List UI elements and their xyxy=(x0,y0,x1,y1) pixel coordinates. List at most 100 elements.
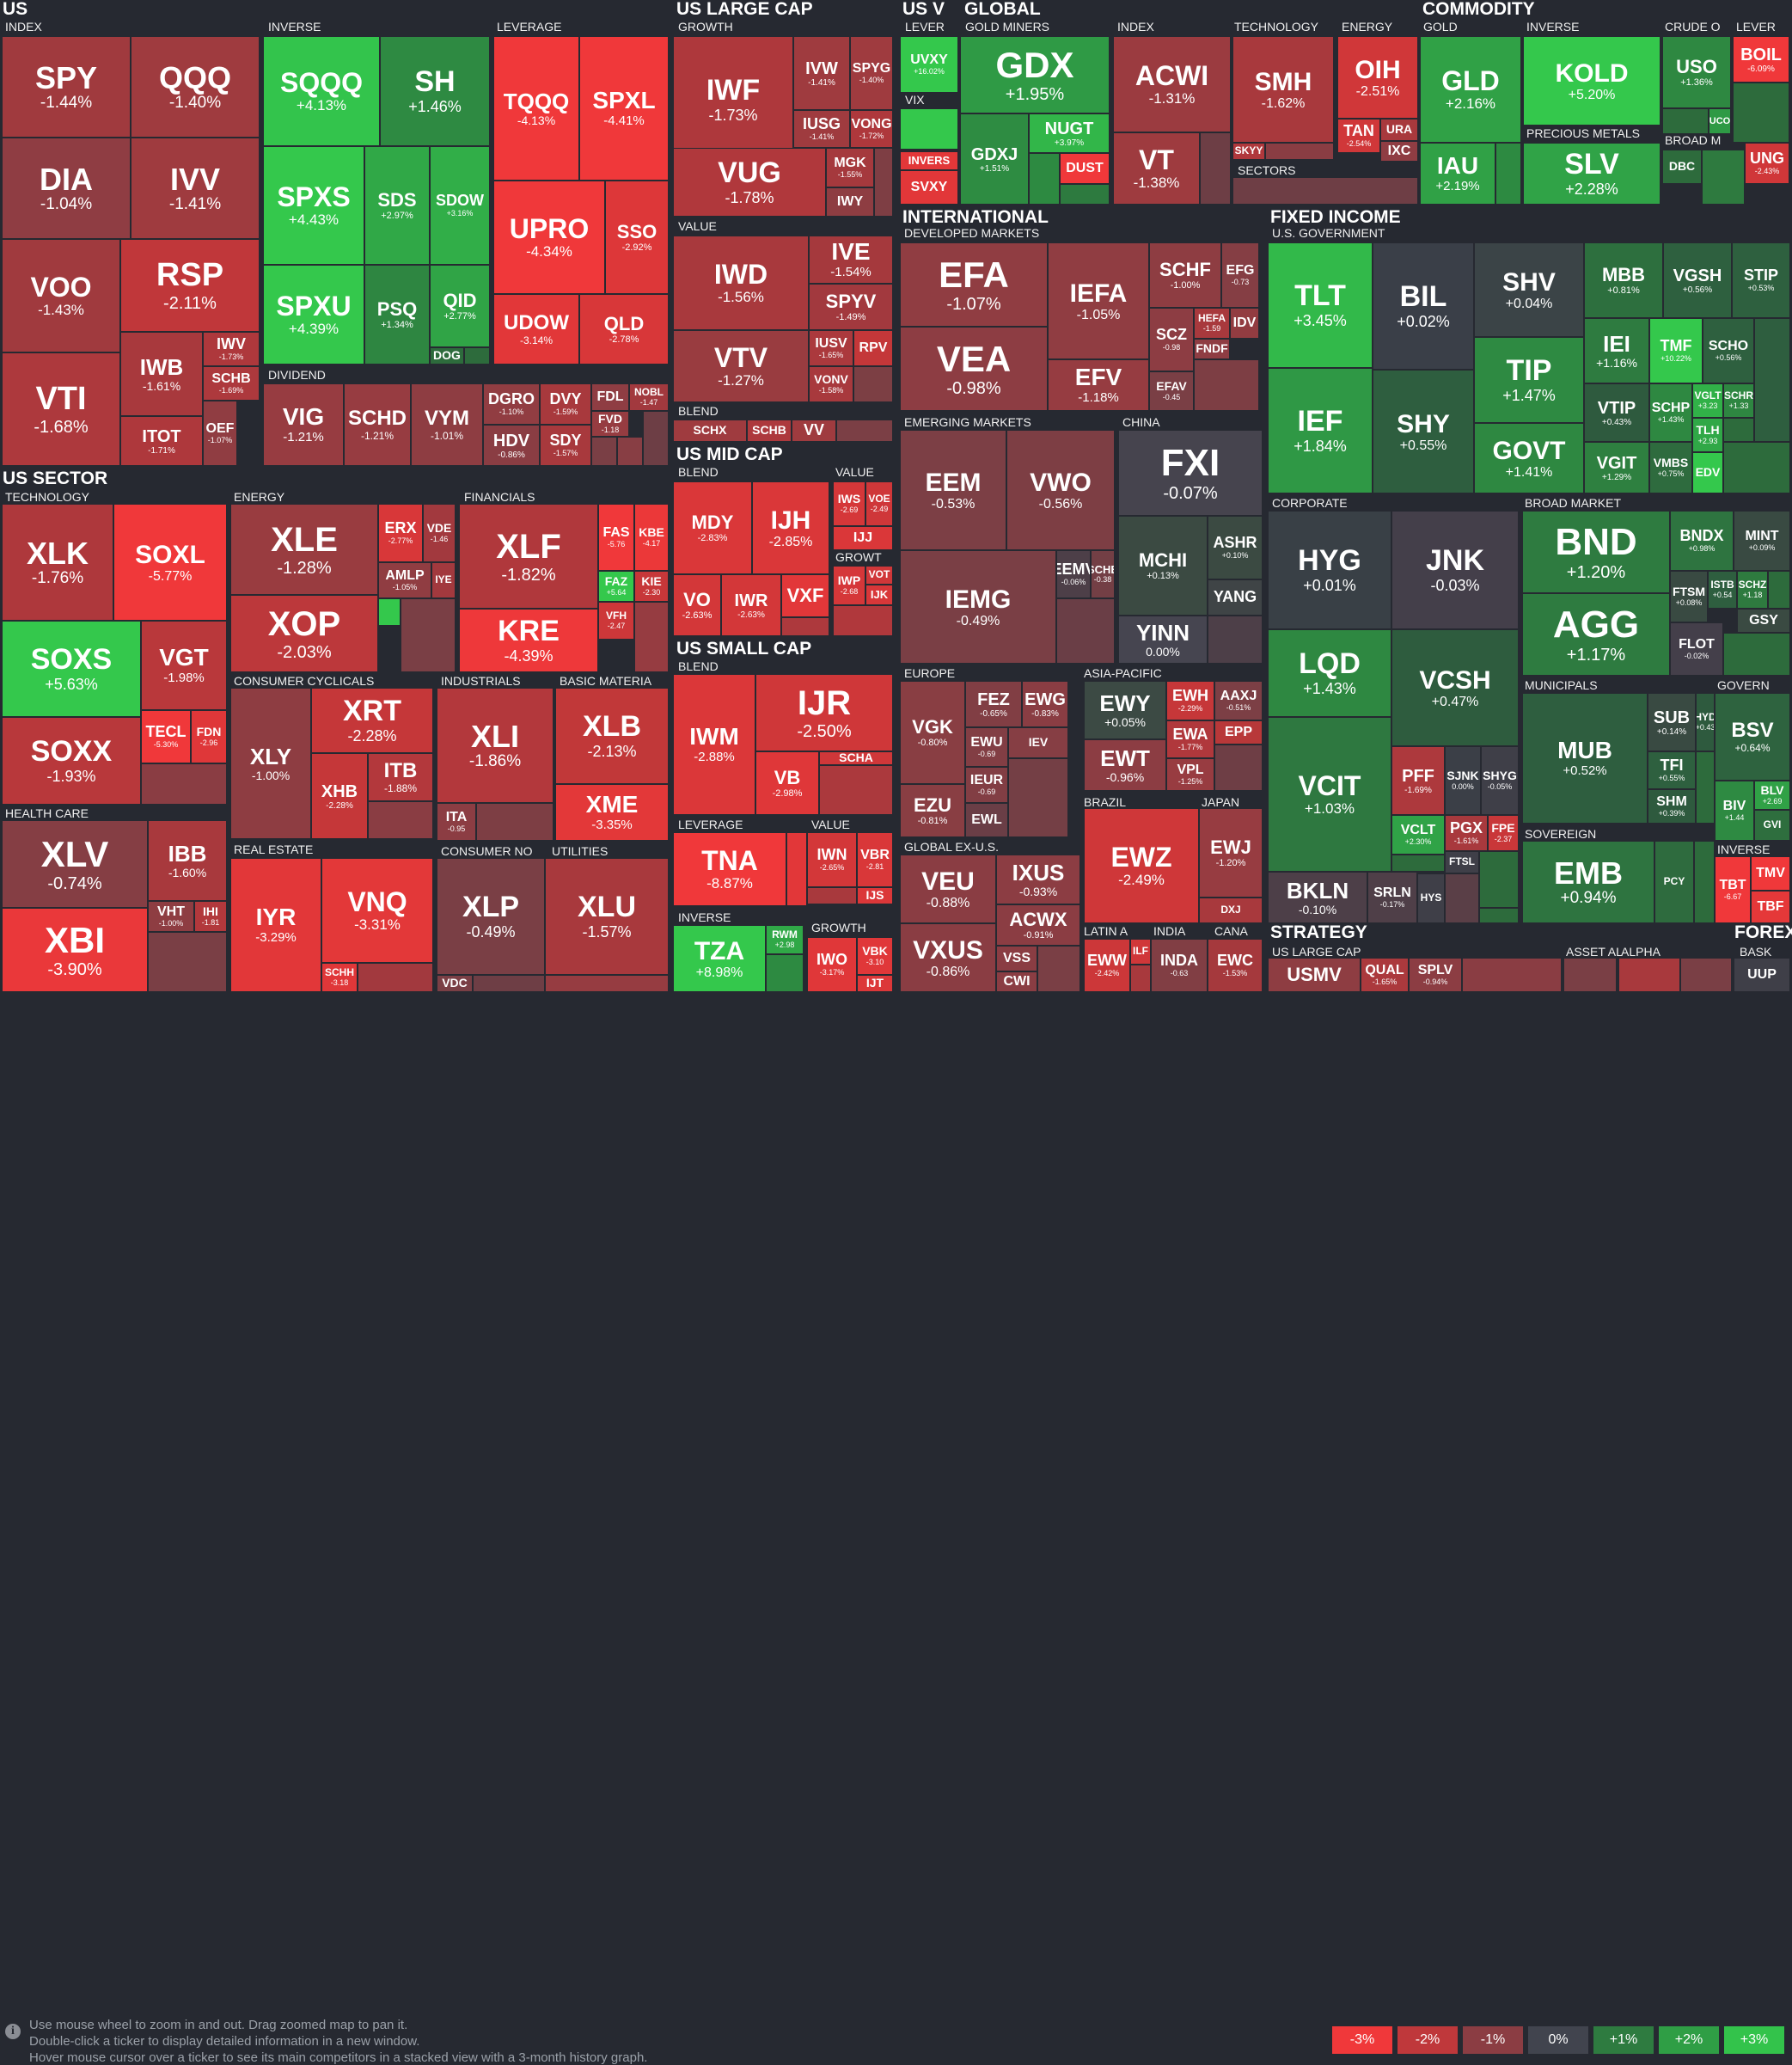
tile-rsp[interactable]: RSP -2.11% xyxy=(120,239,260,332)
tile-scz[interactable]: SCZ -0.98 xyxy=(1149,308,1194,371)
tile-ftsl[interactable]: FTSL xyxy=(1445,851,1479,873)
tile-yang[interactable]: YANG xyxy=(1208,579,1263,616)
tile-unlabeled[interactable] xyxy=(1694,841,1715,923)
tile-vti[interactable]: VTI -1.68% xyxy=(2,352,120,466)
tile-iwd[interactable]: IWD -1.56% xyxy=(673,236,809,330)
tile-unlabeled[interactable] xyxy=(1208,616,1263,664)
tile-sdy[interactable]: SDY -1.57% xyxy=(540,425,591,466)
tile-eemv[interactable]: EEMV-0.06% xyxy=(1056,550,1091,598)
tile-flot[interactable]: FLOT -0.02% xyxy=(1670,622,1723,676)
tile-iwr[interactable]: IWR -2.63% xyxy=(721,574,781,636)
tile-spxu[interactable]: SPXU +4.39% xyxy=(263,265,364,365)
tile-tza[interactable]: TZA +8.98% xyxy=(673,925,766,992)
tile-unlabeled[interactable] xyxy=(1696,751,1715,824)
tile-emb[interactable]: EMB +0.94% xyxy=(1522,841,1654,923)
tile-ibb[interactable]: IBB -1.60% xyxy=(148,820,227,901)
tile-dgro[interactable]: DGRO -1.10% xyxy=(483,383,540,425)
tile-unlabeled[interactable] xyxy=(1037,946,1080,992)
tile-iyr[interactable]: IYR -3.29% xyxy=(230,858,321,992)
tile-dog[interactable]: DOG xyxy=(430,347,464,365)
tile-iwm[interactable]: IWM -2.88% xyxy=(673,674,755,815)
tile-schx[interactable]: SCHX xyxy=(673,420,747,442)
tile-vclt[interactable]: VCLT +2.30% xyxy=(1391,815,1445,855)
tile-schb[interactable]: SCHB xyxy=(747,420,792,442)
tile-unlabeled[interactable] xyxy=(1680,958,1732,992)
tile-xle[interactable]: XLE -1.28% xyxy=(230,504,378,595)
tile-epp[interactable]: EPP xyxy=(1214,720,1263,745)
tile-istb[interactable]: ISTB +0.54 xyxy=(1708,571,1737,609)
tile-mint[interactable]: MINT +0.09% xyxy=(1734,511,1790,571)
tile-unlabeled[interactable] xyxy=(643,411,669,466)
tile-unlabeled[interactable] xyxy=(836,420,893,442)
tile-iwo[interactable]: IWO -3.17% xyxy=(807,937,857,992)
tile-unlabeled[interactable] xyxy=(1563,958,1617,992)
tile-fdl[interactable]: FDL xyxy=(591,383,629,411)
tile-xlb[interactable]: XLB -2.13% xyxy=(555,688,669,784)
tile-tlt[interactable]: TLT +3.45% xyxy=(1268,242,1373,368)
tile-ief[interactable]: IEF +1.84% xyxy=(1268,368,1373,493)
tile-scha[interactable]: SCHA xyxy=(819,751,893,765)
tile-shm[interactable]: SHM +0.39% xyxy=(1648,789,1696,824)
tile-unlabeled[interactable] xyxy=(1445,873,1479,923)
tile-rwm[interactable]: RWM +2.98 xyxy=(766,925,804,954)
tile-boil[interactable]: BOIL -6.09% xyxy=(1733,36,1789,83)
tile-unlabeled[interactable] xyxy=(1130,965,1151,992)
tile-kbe[interactable]: KBE -4.17 xyxy=(634,504,669,571)
tile-xbi[interactable]: XBI -3.90% xyxy=(2,908,148,992)
tile-erx[interactable]: ERX -2.77% xyxy=(378,504,423,562)
tile-xlk[interactable]: XLK -1.76% xyxy=(2,504,113,621)
tile-shy[interactable]: SHY +0.55% xyxy=(1373,370,1474,493)
tile-iwv[interactable]: IWV -1.73% xyxy=(203,332,260,366)
tile-ewl[interactable]: EWL xyxy=(965,803,1008,837)
tile-unlabeled[interactable] xyxy=(1754,318,1790,442)
tile-sh[interactable]: SH +1.46% xyxy=(380,36,490,146)
tile-iwb[interactable]: IWB -1.61% xyxy=(120,332,203,416)
tile-tmv[interactable]: TMV xyxy=(1751,856,1790,891)
tile-iwn[interactable]: IWN -2.65% xyxy=(807,832,857,887)
tile-xme[interactable]: XME -3.35% xyxy=(555,784,669,841)
tile-ieur[interactable]: IEUR -0.69 xyxy=(965,767,1008,803)
tile-iev[interactable]: IEV xyxy=(1008,727,1068,758)
tile-ijj[interactable]: IJJ xyxy=(833,526,893,550)
tile-ewh[interactable]: EWH -2.29% xyxy=(1166,681,1214,720)
tile-xlu[interactable]: XLU -1.57% xyxy=(545,858,669,975)
tile-ixc[interactable]: IXC xyxy=(1380,141,1418,162)
tile-hyd[interactable]: HYD+0.43 xyxy=(1696,693,1715,751)
tile-vss[interactable]: VSS xyxy=(996,946,1037,971)
tile-oef[interactable]: OEF -1.07% xyxy=(203,401,237,466)
tile-gvi[interactable]: GVI xyxy=(1754,810,1790,841)
tile-idv[interactable]: IDV xyxy=(1230,308,1259,339)
tile-blv[interactable]: BLV +2.69 xyxy=(1754,781,1790,810)
tile-vfh[interactable]: VFH -2.47 xyxy=(598,602,634,640)
tile-unlabeled[interactable] xyxy=(1029,153,1060,205)
tile-pgx[interactable]: PGX -1.61% xyxy=(1445,815,1488,851)
tile-bsv[interactable]: BSV +0.64% xyxy=(1715,693,1790,781)
tile-uco[interactable]: UCO xyxy=(1709,108,1731,134)
tile-schz[interactable]: SCHZ +1.18 xyxy=(1737,571,1768,609)
tile-ivv[interactable]: IVV -1.41% xyxy=(131,138,260,239)
tile-tan[interactable]: TAN -2.54% xyxy=(1337,119,1380,153)
tile-vot[interactable]: VOT xyxy=(865,566,893,585)
tile-ftsm[interactable]: FTSM +0.08% xyxy=(1670,571,1708,622)
tile-vea[interactable]: VEA -0.98% xyxy=(900,327,1048,411)
tile-ivw[interactable]: IVW -1.41% xyxy=(793,36,850,110)
tile-unlabeled[interactable] xyxy=(473,975,545,992)
tile-yinn[interactable]: YINN 0.00% xyxy=(1118,616,1208,664)
tile-ita[interactable]: ITA -0.95 xyxy=(437,803,476,841)
tile-unlabeled[interactable] xyxy=(1618,958,1680,992)
tile-unlabeled[interactable] xyxy=(1662,108,1709,134)
tile-schd[interactable]: SCHD -1.21% xyxy=(344,383,411,466)
tile-fdn[interactable]: FDN -2.96 xyxy=(191,710,227,763)
tile-vv[interactable]: VV xyxy=(792,420,836,442)
tile-voe[interactable]: VOE -2.49 xyxy=(865,481,893,526)
tile-vgt[interactable]: VGT -1.98% xyxy=(141,621,227,710)
tile-fxi[interactable]: FXI -0.07% xyxy=(1118,430,1263,516)
tile-smh[interactable]: SMH -1.62% xyxy=(1232,36,1334,143)
tile-vgsh[interactable]: VGSH +0.56% xyxy=(1663,242,1732,318)
tile-amlp[interactable]: AMLP -1.05% xyxy=(378,562,431,598)
tile-unlabeled[interactable] xyxy=(900,150,929,151)
tile-gdx[interactable]: GDX +1.95% xyxy=(960,36,1110,113)
tile-iau[interactable]: IAU +2.19% xyxy=(1420,143,1495,205)
tile-xli[interactable]: XLI -1.86% xyxy=(437,688,554,803)
tile-vmbs[interactable]: VMBS +0.75% xyxy=(1649,442,1692,493)
